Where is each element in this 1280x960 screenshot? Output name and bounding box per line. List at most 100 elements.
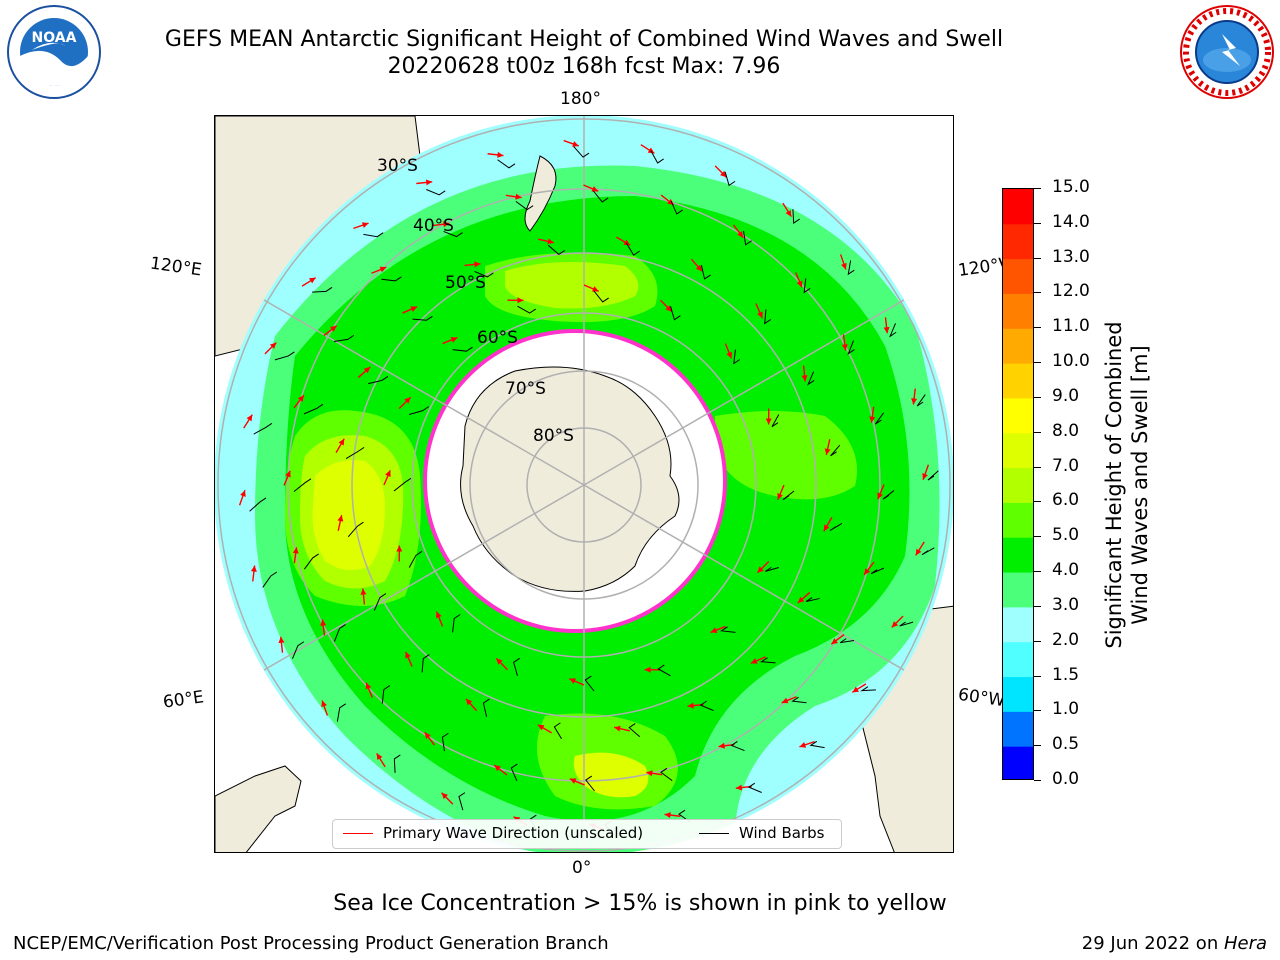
- colorbar-tick-label: 1.5: [1052, 664, 1080, 685]
- wind-barb: [771, 414, 780, 428]
- wave-arrow-head: [864, 568, 871, 575]
- wind-barb: [593, 190, 609, 203]
- wind-barb: [553, 722, 563, 740]
- colorbar-tick-mark: [1034, 327, 1041, 329]
- wind-barb: [916, 394, 926, 407]
- wave-arrow-head: [515, 193, 522, 200]
- wave-arrow-head: [450, 337, 458, 343]
- footer-machine: Hera: [1223, 933, 1267, 954]
- wind-barb: [764, 309, 771, 325]
- antarctica-land: [460, 366, 680, 592]
- colorbar-tick-mark: [1034, 396, 1041, 398]
- wind-barb: [733, 349, 741, 365]
- footer-date-text: 29 Jun 2022 on: [1081, 933, 1224, 954]
- wave-arrow-head: [726, 351, 732, 359]
- wave-arrow-head: [877, 492, 883, 500]
- lat-label-60: 60°S: [477, 328, 518, 348]
- wave-arrow-head: [831, 638, 838, 645]
- colorbar-swatch: [1003, 467, 1033, 503]
- colorbar-tick-mark: [1034, 501, 1041, 503]
- colorbar-swatch: [1003, 397, 1033, 434]
- colorbar-tick-mark: [1034, 675, 1041, 677]
- lon-label-180: 180°: [560, 89, 601, 109]
- wave-arrow-head: [385, 470, 391, 477]
- wind-barb: [882, 490, 895, 500]
- wave-arrow-head: [569, 778, 577, 784]
- wave-arrow-head: [823, 524, 830, 532]
- wind-barb: [829, 522, 843, 532]
- wave-arrow-head: [410, 306, 418, 312]
- colorbar-tick-mark: [1034, 571, 1041, 573]
- wind-barb: [747, 782, 762, 793]
- wave-arrow-head: [396, 545, 403, 552]
- wind-barb: [889, 323, 897, 338]
- wind-barb: [443, 230, 463, 238]
- lat-label-70: 70°S: [505, 379, 546, 399]
- colorbar-tick-label: 2.0: [1052, 629, 1080, 650]
- wave-arrow-head: [664, 812, 671, 819]
- lat-label-40: 40°S: [413, 216, 454, 236]
- wind-barb: [660, 767, 673, 782]
- lon-label-120e: 120°E: [148, 253, 203, 281]
- wind-barb: [409, 406, 429, 415]
- lat-label-80: 80°S: [533, 426, 574, 446]
- wave-legend-label: Primary Wave Direction (unscaled): [383, 824, 644, 842]
- wave-legend-line: [343, 833, 373, 834]
- wind-barb: [497, 159, 516, 169]
- wave-arrow-head: [922, 473, 928, 480]
- wind-barb: [573, 146, 590, 158]
- wave-arrow-head: [623, 239, 631, 246]
- wave-arrow-head: [757, 566, 764, 573]
- sea-ice-caption: Sea Ice Concentration > 15% is shown in …: [333, 891, 947, 916]
- colorbar-tick-label: 13.0: [1052, 246, 1090, 267]
- wave-band-5m-c: [715, 411, 857, 500]
- wind-barb: [760, 657, 776, 664]
- wind-barb: [791, 696, 807, 704]
- colorbar-label-line2: Wind Waves and Swell [m]: [1128, 345, 1152, 625]
- wave-arrow-head: [852, 686, 859, 693]
- wave-arrow-head: [465, 698, 473, 706]
- noaa-logo: NOAA: [4, 4, 104, 104]
- footer-branch: NCEP/EMC/Verification Post Processing Pr…: [13, 933, 609, 954]
- wind-barb: [381, 685, 391, 704]
- wave-arrow-head: [765, 418, 772, 425]
- wind-barb: [805, 597, 820, 603]
- wave-arrow-head: [443, 221, 450, 228]
- map-frame: 30°S 40°S 50°S 60°S 70°S 80°S Primary Wa…: [214, 115, 954, 853]
- wind-barb: [593, 290, 609, 303]
- wave-arrow-head: [572, 141, 579, 147]
- wind-barb: [650, 150, 664, 164]
- wave-arrow-head: [801, 375, 808, 382]
- colorbar-swatch: [1003, 189, 1033, 225]
- wave-arrow-head: [891, 621, 899, 628]
- wind-barb: [628, 723, 641, 738]
- wind-barb: [700, 265, 711, 280]
- wave-arrow-head: [330, 325, 337, 332]
- colorbar-swatch: [1003, 537, 1033, 573]
- wave-arrow-head: [841, 344, 848, 351]
- colorbar-tick-mark: [1034, 710, 1041, 712]
- colorbar-tick-label: 4.0: [1052, 560, 1080, 581]
- wave-arrow-head: [285, 470, 291, 478]
- wind-barb: [847, 260, 855, 276]
- wind-barb: [927, 470, 939, 481]
- wind-barb: [274, 351, 295, 361]
- wind-barb: [515, 200, 534, 211]
- wind-barb: [293, 478, 312, 492]
- wind-barb: [743, 230, 752, 246]
- wind-barb: [510, 763, 518, 782]
- wind-barb: [547, 244, 566, 256]
- wave-arrow-head: [363, 366, 371, 374]
- wind-barb: [426, 189, 446, 196]
- wind-barb: [482, 698, 490, 717]
- svg-text:NOAA: NOAA: [32, 30, 77, 46]
- wind-barb: [517, 305, 536, 314]
- colorbar-tick-label: 11.0: [1052, 316, 1090, 337]
- wave-arrow-head: [474, 261, 481, 268]
- wind-barb: [333, 624, 346, 642]
- wave-arrow-head: [883, 326, 890, 334]
- wave-arrow-head: [441, 792, 448, 800]
- colorbar-tick-mark: [1034, 431, 1041, 433]
- wind-barb: [421, 654, 430, 673]
- chart-subtitle: 20220628 t00z 168h fcst Max: 7.96: [387, 54, 781, 79]
